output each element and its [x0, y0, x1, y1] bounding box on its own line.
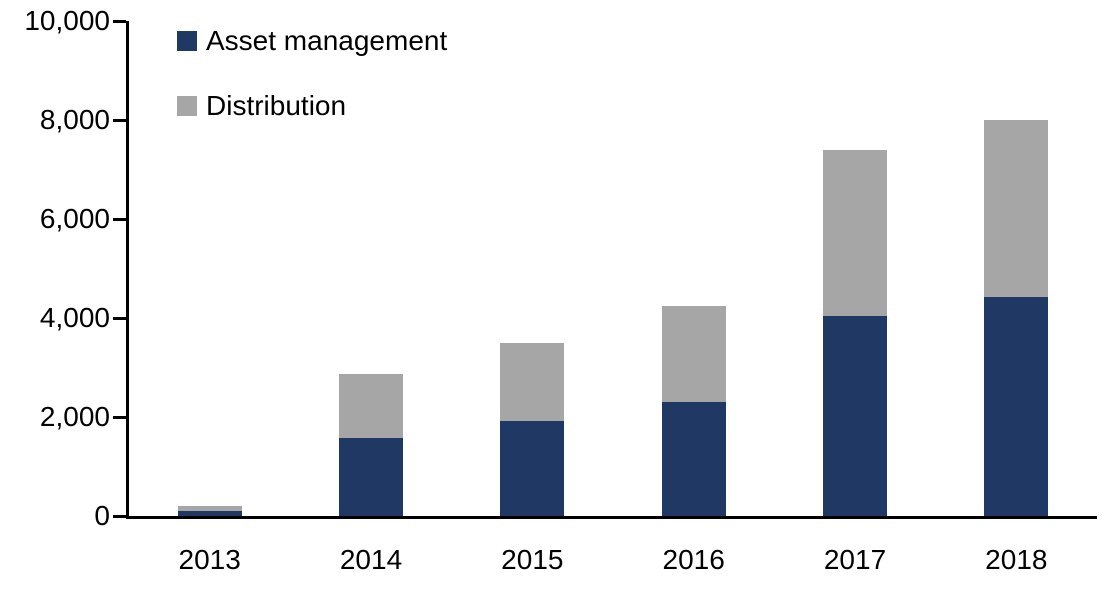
legend-swatch-distribution-icon	[177, 96, 197, 116]
y-axis-tick-mark	[113, 415, 126, 419]
x-axis-tick-label: 2014	[339, 544, 403, 575]
y-axis-tick-label: 4,000	[39, 302, 110, 333]
bar-segment-distribution-2015	[500, 342, 565, 422]
y-axis-tick-mark	[113, 118, 126, 122]
bar-segment-asset-management-2013	[177, 511, 242, 516]
plot-area	[126, 21, 1097, 519]
x-axis-tick-label: 2017	[823, 544, 887, 575]
y-axis-tick-label: 0	[94, 500, 110, 531]
x-axis-tick-label: 2018	[985, 544, 1048, 575]
y-axis-tick-label: 6,000	[39, 203, 110, 234]
x-axis-tick-label: 2013	[178, 544, 241, 575]
bar-segment-distribution-2017	[823, 150, 887, 316]
y-axis-tick-label: 10,000	[24, 5, 110, 36]
y-axis-tick-label: 2,000	[39, 401, 110, 432]
bar-segment-asset-management-2017	[823, 315, 887, 516]
y-axis-tick-mark	[113, 19, 126, 23]
legend-item-distribution: Distribution	[177, 89, 447, 123]
legend-label-distribution: Distribution	[206, 90, 347, 121]
bar-segment-asset-management-2016	[661, 401, 726, 516]
chart-legend: Asset management Distribution	[177, 24, 447, 123]
bar-segment-distribution-2013	[177, 506, 242, 512]
y-axis-tick-label: 8,000	[39, 104, 110, 135]
x-axis-tick-label: 2016	[662, 544, 725, 575]
legend-swatch-asset-management-icon	[177, 31, 197, 51]
x-axis-tick-label: 2015	[501, 544, 564, 575]
bar-segment-distribution-2016	[661, 305, 726, 402]
bar-segment-asset-management-2015	[500, 421, 565, 516]
bar-segment-asset-management-2014	[339, 438, 403, 516]
y-axis-tick-mark	[113, 217, 126, 221]
bar-segment-asset-management-2018	[984, 297, 1049, 516]
y-axis-tick-mark	[113, 514, 126, 518]
legend-item-asset-management: Asset management	[177, 24, 447, 58]
legend-label-asset-management: Asset management	[206, 25, 448, 56]
bar-segment-distribution-2018	[984, 120, 1049, 298]
y-axis-tick-mark	[113, 316, 126, 320]
bar-segment-distribution-2014	[339, 373, 403, 439]
